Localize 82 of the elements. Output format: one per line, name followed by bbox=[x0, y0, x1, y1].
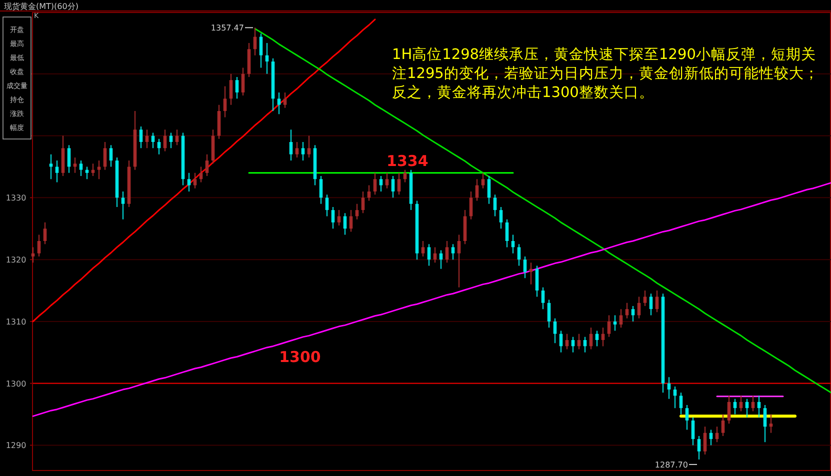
candlestick bbox=[361, 190, 365, 214]
candlestick bbox=[187, 172, 191, 192]
candlestick bbox=[607, 314, 611, 338]
candlestick bbox=[193, 172, 197, 189]
candlestick bbox=[307, 135, 311, 158]
candlestick bbox=[121, 190, 125, 220]
candlestick bbox=[727, 395, 731, 424]
candlestick bbox=[451, 244, 455, 260]
candlestick bbox=[703, 426, 707, 456]
candlestick bbox=[625, 302, 629, 319]
candlestick bbox=[445, 240, 449, 264]
candlestick bbox=[469, 190, 473, 220]
candlestick bbox=[337, 210, 341, 226]
candlestick bbox=[517, 244, 521, 266]
candlestick bbox=[103, 141, 107, 170]
candlestick bbox=[427, 244, 431, 266]
candlestick bbox=[343, 212, 347, 236]
y-tick-label: 1330 bbox=[6, 194, 26, 203]
candlestick bbox=[139, 126, 143, 149]
candlestick bbox=[229, 73, 233, 106]
annotation: 1334 bbox=[386, 152, 428, 170]
candlestick bbox=[763, 404, 767, 443]
candlestick bbox=[283, 92, 287, 108]
candlestick bbox=[547, 299, 551, 328]
candlestick bbox=[379, 176, 383, 192]
candlestick bbox=[79, 160, 83, 177]
candlestick bbox=[553, 318, 557, 344]
candlestick bbox=[391, 176, 395, 198]
candlestick bbox=[349, 210, 353, 232]
candlestick bbox=[67, 144, 71, 174]
candlestick bbox=[457, 234, 461, 288]
line-series bbox=[254, 28, 831, 394]
annotation: 1H高位1298继续承压，黄金快速下探至1290小幅反弹，短期关注1295的变化，若验证为日内压力，黄金创新低的可能性较大；反之，黄金将再次冲击1300整数关口。 bbox=[392, 46, 820, 103]
candlestick bbox=[487, 176, 491, 204]
candlestick bbox=[505, 218, 509, 248]
candlestick bbox=[499, 206, 503, 230]
candlestick bbox=[637, 296, 641, 319]
candlestick bbox=[325, 194, 329, 217]
chart-title: 现货黄金(MT)(60分) bbox=[4, 2, 78, 11]
candlestick bbox=[331, 206, 335, 230]
candlestick bbox=[55, 160, 59, 183]
y-tick-label: 1320 bbox=[6, 256, 26, 265]
candlestick bbox=[301, 141, 305, 162]
candlestick bbox=[223, 86, 227, 118]
candlestick bbox=[541, 286, 545, 310]
candlestick bbox=[679, 392, 683, 415]
candlestick bbox=[631, 305, 635, 322]
candlestick bbox=[649, 293, 653, 316]
candlestick bbox=[37, 234, 41, 257]
y-tick-label: 1300 bbox=[6, 379, 26, 388]
candlestick bbox=[697, 435, 701, 460]
candlestick bbox=[685, 404, 689, 430]
candlestick bbox=[655, 290, 659, 313]
candlestick bbox=[397, 172, 401, 196]
candlestick bbox=[97, 160, 101, 180]
candlestick bbox=[373, 172, 377, 196]
candlestick bbox=[643, 290, 647, 306]
y-tick-label: 1290 bbox=[6, 441, 26, 450]
line-series bbox=[32, 182, 831, 417]
candlestick bbox=[421, 240, 425, 257]
candlestick bbox=[259, 33, 263, 68]
candlestick bbox=[109, 144, 113, 168]
candlestick bbox=[535, 265, 539, 298]
candlestick bbox=[43, 222, 47, 245]
candlestick bbox=[523, 256, 527, 279]
line-series bbox=[32, 18, 376, 322]
candlestick bbox=[691, 416, 695, 446]
candlestick bbox=[481, 172, 485, 189]
annotation: 1357.47 bbox=[210, 24, 244, 33]
annotation: 1300 bbox=[279, 348, 321, 366]
annotation: 1287.70 bbox=[654, 460, 688, 470]
candlestick bbox=[721, 414, 725, 436]
y-tick-label: 1310 bbox=[6, 317, 26, 326]
candlestick bbox=[277, 92, 281, 115]
candlestick bbox=[319, 176, 323, 204]
candlestick bbox=[295, 141, 299, 158]
candlestick bbox=[385, 172, 389, 189]
candlestick bbox=[493, 194, 497, 217]
candlestick bbox=[205, 154, 209, 177]
candlestick bbox=[241, 67, 245, 96]
candlestick bbox=[289, 129, 293, 162]
candlestick bbox=[235, 76, 239, 100]
